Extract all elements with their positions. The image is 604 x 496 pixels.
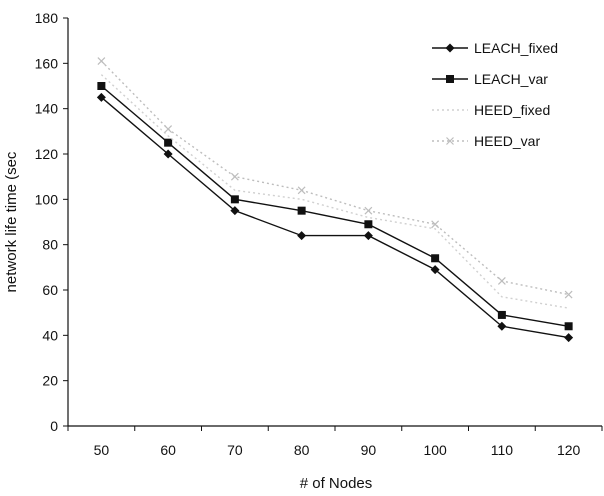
legend-label: HEED_var (474, 133, 540, 149)
data-point (497, 321, 507, 331)
y-tick-label: 0 (50, 418, 58, 434)
x-tick-label: 70 (227, 442, 243, 458)
data-point (564, 290, 573, 299)
legend-item: LEACH_fixed (432, 40, 558, 56)
data-point (564, 333, 574, 343)
y-tick-label: 80 (42, 237, 58, 253)
data-point (430, 265, 440, 275)
series-line (100, 96, 569, 339)
x-tick-label: 120 (557, 442, 581, 458)
y-tick-label: 20 (42, 373, 58, 389)
data-point (97, 82, 106, 90)
series-leach-fixed (96, 92, 574, 343)
data-point (297, 206, 306, 215)
x-tick-label: 60 (160, 442, 176, 458)
legend-marker (445, 43, 455, 53)
data-point (230, 206, 240, 216)
data-point (364, 206, 373, 215)
data-point (364, 220, 373, 229)
x-tick-label: 50 (94, 442, 110, 458)
data-point (297, 186, 306, 195)
series-line (100, 85, 569, 327)
data-point (97, 57, 106, 65)
legend-marker (446, 75, 454, 83)
data-point (164, 138, 173, 147)
y-tick-label: 60 (42, 282, 58, 298)
y-tick-label: 100 (35, 191, 59, 207)
data-point (297, 231, 307, 241)
x-tick-label: 110 (491, 442, 514, 458)
series-heed-var (97, 57, 573, 299)
legend-label: LEACH_var (474, 71, 548, 87)
data-point (497, 277, 506, 285)
data-point (431, 220, 440, 229)
legend-item: HEED_var (432, 133, 540, 149)
data-point (564, 322, 573, 331)
x-tick-label: 100 (423, 442, 447, 458)
y-tick-label: 180 (35, 10, 59, 26)
x-tick-label: 90 (361, 442, 377, 458)
data-point (163, 149, 173, 159)
legend-item: LEACH_var (432, 71, 548, 87)
legend-marker (446, 137, 454, 145)
data-point (96, 92, 106, 102)
data-point (230, 172, 239, 181)
data-point (230, 195, 239, 204)
y-axis-title: network life time (sec (3, 151, 20, 292)
series-heed-fixed (100, 74, 569, 309)
y-tick-label: 120 (35, 146, 59, 162)
series-leach-var (97, 82, 573, 331)
legend-label: LEACH_fixed (474, 40, 558, 56)
y-tick-label: 140 (35, 101, 59, 117)
legend-label: HEED_fixed (474, 102, 550, 118)
legend-item: HEED_fixed (432, 102, 550, 118)
y-tick-label: 40 (42, 327, 58, 343)
data-point (431, 254, 440, 263)
x-axis-title: # of Nodes (300, 475, 373, 492)
series-line (100, 74, 569, 309)
data-point (164, 125, 173, 133)
series-line (100, 60, 569, 296)
x-tick-label: 80 (294, 442, 310, 458)
data-point (363, 231, 373, 241)
data-point (497, 310, 506, 319)
y-tick-label: 160 (35, 55, 59, 71)
